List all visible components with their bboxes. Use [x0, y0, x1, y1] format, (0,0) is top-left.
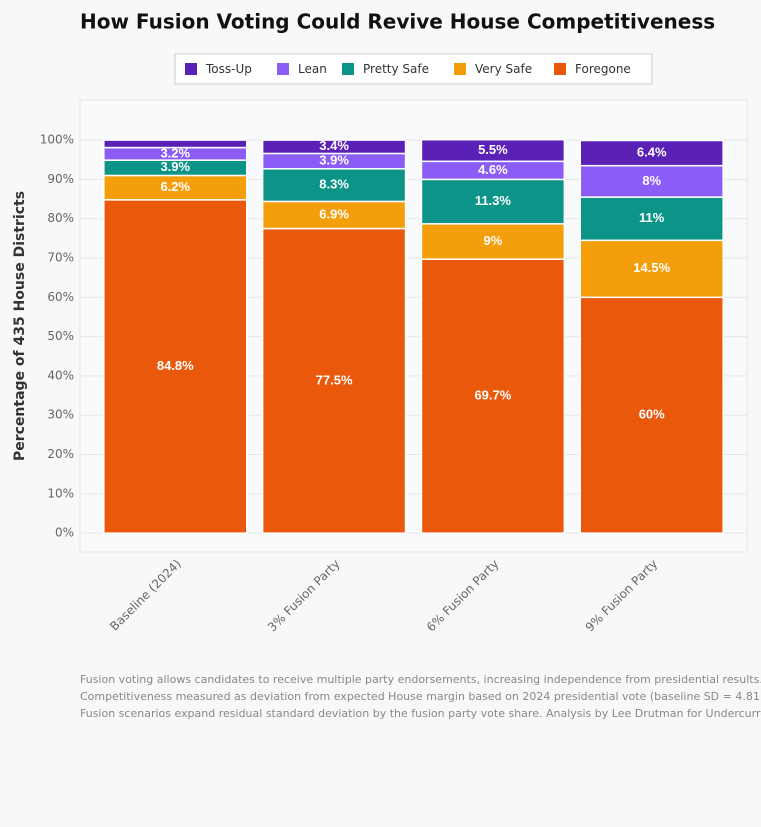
- bar-segment: [579, 239, 724, 299]
- data-label: 84.8%: [157, 358, 194, 373]
- data-label: 3.9%: [160, 159, 190, 174]
- bar-segment: [261, 139, 407, 155]
- y-tick-label: 40%: [47, 368, 74, 382]
- data-label: 60%: [639, 407, 665, 422]
- bar-segment: [579, 196, 724, 242]
- data-label: 6.4%: [637, 144, 667, 159]
- bar-segment: [579, 296, 724, 534]
- legend-swatch: [342, 63, 354, 75]
- legend-label: Toss-Up: [205, 62, 252, 76]
- bar-segment: [579, 164, 724, 198]
- legend-box: [174, 53, 653, 85]
- bar-segment: [261, 200, 407, 230]
- legend-label: Foregone: [575, 62, 631, 76]
- legend-swatch: [454, 63, 466, 75]
- data-label: 77.5%: [316, 372, 353, 387]
- legend-swatch: [185, 63, 197, 75]
- footnote: Competitiveness measured as deviation fr…: [80, 690, 761, 703]
- y-tick-label: 70%: [47, 251, 74, 265]
- legend-label: Very Safe: [475, 62, 532, 76]
- data-label: 9%: [484, 233, 503, 248]
- data-label: 3.4%: [319, 138, 349, 153]
- y-tick-label: 90%: [47, 172, 74, 186]
- legend-label: Lean: [298, 62, 327, 76]
- data-label: 11.3%: [475, 193, 512, 208]
- bar-segment: [103, 174, 248, 201]
- legend-swatch: [554, 63, 566, 75]
- data-label: 8.3%: [319, 177, 349, 192]
- chart-title: How Fusion Voting Could Revive House Com…: [80, 10, 715, 34]
- bar-segment: [420, 138, 566, 163]
- data-label: 4.6%: [478, 162, 508, 177]
- data-label: 6.2%: [160, 179, 190, 194]
- x-tick-label: 6% Fusion Party: [424, 557, 502, 635]
- bar-segment: [103, 199, 248, 534]
- data-label: 69.7%: [474, 388, 511, 403]
- y-tick-label: 50%: [47, 329, 74, 343]
- x-tick-label: Baseline (2024): [107, 557, 184, 634]
- footnote: Fusion voting allows candidates to recei…: [80, 673, 761, 686]
- x-tick-label: 3% Fusion Party: [265, 557, 343, 635]
- bar-segment: [261, 168, 407, 203]
- bar-segment: [261, 227, 407, 534]
- data-label: 3.2%: [160, 145, 190, 160]
- data-label: 3.9%: [319, 153, 349, 168]
- y-tick-label: 10%: [47, 486, 74, 500]
- data-label: 6.9%: [319, 206, 349, 221]
- bar-segment: [420, 258, 566, 534]
- data-label: 8%: [642, 173, 661, 188]
- bar-segment: [103, 139, 248, 149]
- legend-label: Pretty Safe: [363, 62, 429, 76]
- y-axis-title: Percentage of 435 House Districts: [12, 191, 28, 461]
- data-label: 11%: [639, 210, 665, 225]
- y-tick-label: 100%: [40, 133, 74, 147]
- y-tick-label: 60%: [47, 290, 74, 304]
- x-tick-label: 9% Fusion Party: [583, 557, 661, 635]
- y-tick-label: 80%: [47, 211, 74, 225]
- data-label: 14.5%: [633, 260, 670, 275]
- y-tick-label: 30%: [47, 408, 74, 422]
- y-tick-label: 0%: [55, 526, 74, 540]
- y-tick-label: 20%: [47, 447, 74, 461]
- legend-swatch: [277, 63, 289, 75]
- data-label: 5.5%: [478, 142, 508, 157]
- bar-segment: [420, 223, 566, 260]
- footnote: Fusion scenarios expand residual standar…: [80, 707, 761, 720]
- bar-segment: [579, 139, 724, 167]
